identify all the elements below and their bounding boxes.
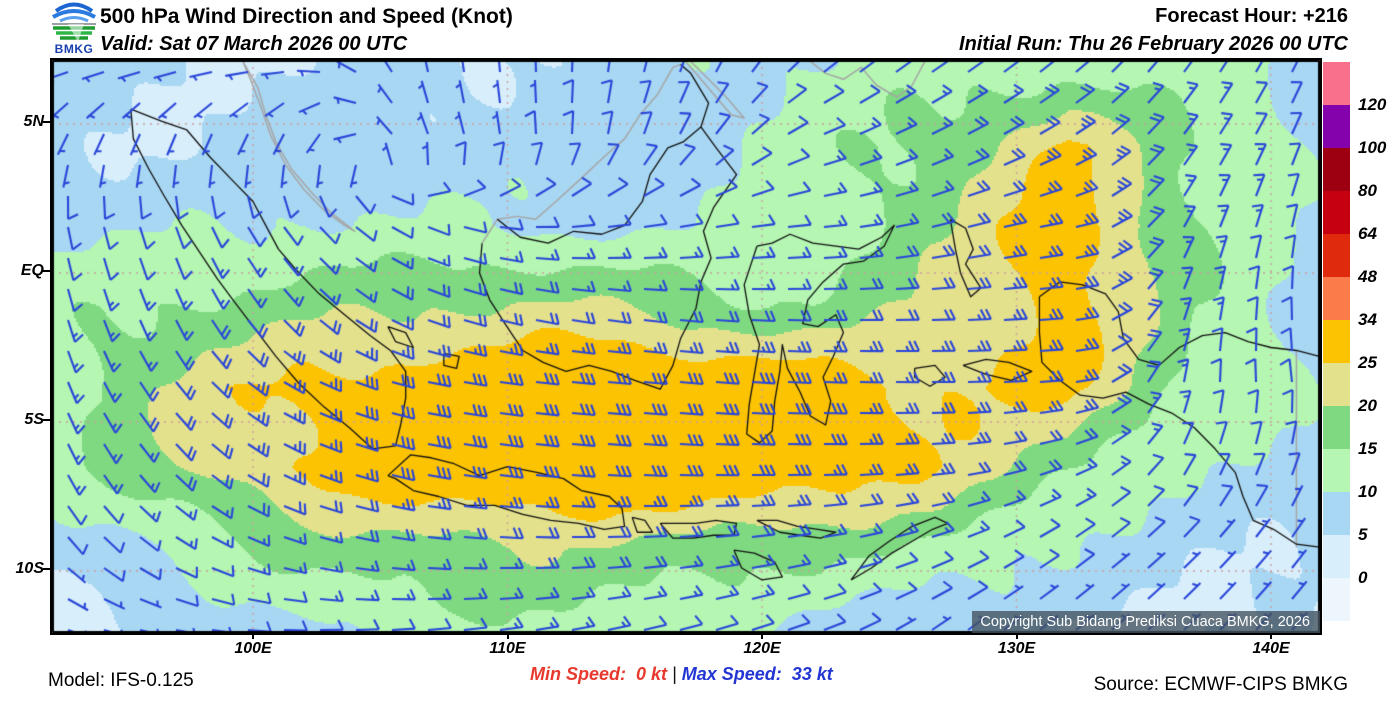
colorbar-segment: [1323, 492, 1350, 535]
colorbar-segment: [1323, 578, 1350, 621]
colorbar-segment: [1323, 449, 1350, 492]
colorbar-label: 34: [1358, 310, 1377, 329]
bmkg-logo-icon: [52, 2, 96, 42]
colorbar-segment: [1323, 535, 1350, 578]
colorbar-segment: [1323, 406, 1350, 449]
lat-tick-mark: [43, 121, 51, 123]
colorbar-label: 48: [1358, 267, 1377, 286]
colorbar-label: 5: [1358, 525, 1368, 544]
colorbar-label: 20: [1358, 396, 1377, 415]
colorbar-segment: [1323, 191, 1350, 234]
colorbar-segment: [1323, 363, 1350, 406]
lon-tick-mark: [761, 633, 763, 639]
colorbar-label: 15: [1358, 439, 1377, 458]
colorbar-segment: [1323, 148, 1350, 191]
page-title: 500 hPa Wind Direction and Speed (Knot): [100, 5, 513, 28]
colorbar-label: 100: [1358, 138, 1387, 157]
colorbar-label: 80: [1358, 181, 1377, 200]
wind-map: Copyright Sub Bidang Prediksi Cuaca BMKG…: [50, 58, 1322, 635]
lon-tick-mark: [1270, 633, 1272, 639]
colorbar-label: 0: [1358, 568, 1368, 587]
lat-axis-label: 5S: [24, 411, 44, 428]
lon-tick-mark: [506, 633, 509, 639]
colorbar-segment: [1323, 320, 1350, 363]
speed-extremes: Min Speed: 0 kt | Max Speed: 33 kt: [530, 664, 833, 685]
minmax-separator: |: [667, 664, 682, 684]
colorbar-segment: [1323, 234, 1350, 277]
valid-datetime: Valid: Sat 07 March 2026 00 UTC: [100, 33, 408, 55]
lat-axis-label: 5N: [23, 113, 44, 130]
lat-tick-mark: [43, 270, 51, 272]
colorbar-label: 10: [1358, 482, 1377, 501]
lon-axis-label: 130E: [997, 640, 1036, 657]
lon-axis-label: 100E: [234, 640, 272, 657]
colorbar-label: 25: [1358, 353, 1377, 372]
colorbar-label: 64: [1358, 224, 1377, 243]
model-info: Model: IFS-0.125: [48, 670, 194, 691]
colorbar-segment: [1323, 62, 1350, 105]
bmkg-logo: BMKG: [48, 2, 100, 56]
colorbar-segment: [1323, 105, 1350, 148]
min-speed: Min Speed: 0 kt: [530, 664, 668, 684]
max-speed: Max Speed: 33 kt: [681, 664, 833, 684]
colorbar-segment: [1323, 277, 1350, 320]
source-info: Source: ECMWF-CIPS BMKG: [1093, 674, 1348, 695]
copyright-overlay: Copyright Sub Bidang Prediksi Cuaca BMKG…: [972, 611, 1320, 633]
colorbar: [1323, 62, 1350, 621]
lat-axis-label: 10S: [15, 560, 44, 577]
lon-tick-mark: [252, 633, 254, 639]
lat-tick-mark: [43, 568, 51, 570]
colorbar-label: 120: [1358, 95, 1387, 114]
lon-axis-label: 140E: [1252, 640, 1290, 657]
forecast-hour: Forecast Hour: +216: [1155, 5, 1348, 27]
lon-axis-label: 120E: [743, 640, 781, 657]
lon-tick-mark: [1015, 633, 1018, 639]
initial-run: Initial Run: Thu 26 February 2026 00 UTC: [959, 33, 1348, 55]
wind-map-canvas: [52, 60, 1320, 633]
lon-axis-label: 110E: [489, 640, 526, 657]
bmkg-logo-text: BMKG: [54, 42, 94, 56]
lat-tick-mark: [43, 419, 51, 421]
lat-axis-label: EQ: [20, 262, 44, 279]
